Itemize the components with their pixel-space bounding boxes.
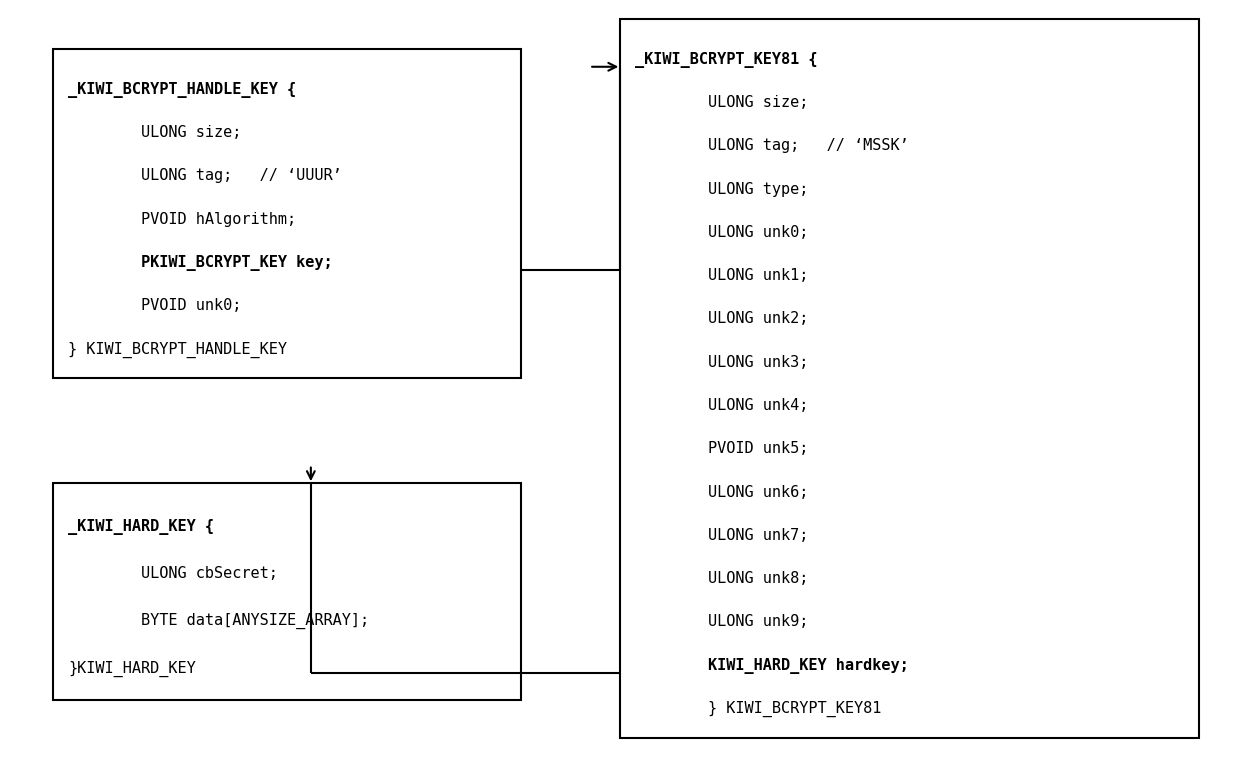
Text: } KIWI_BCRYPT_HANDLE_KEY: } KIWI_BCRYPT_HANDLE_KEY <box>68 341 288 358</box>
Text: ULONG tag;   // ‘MSSK’: ULONG tag; // ‘MSSK’ <box>635 139 909 153</box>
Text: PKIWI_BCRYPT_KEY key;: PKIWI_BCRYPT_KEY key; <box>68 255 332 271</box>
Text: ULONG cbSecret;: ULONG cbSecret; <box>68 566 278 581</box>
Text: ULONG size;: ULONG size; <box>68 125 242 140</box>
Text: ULONG unk6;: ULONG unk6; <box>635 484 808 500</box>
Text: } KIWI_BCRYPT_KEY81: } KIWI_BCRYPT_KEY81 <box>635 701 882 718</box>
Text: PVOID unk0;: PVOID unk0; <box>68 298 242 313</box>
Text: ULONG unk4;: ULONG unk4; <box>635 398 808 413</box>
Text: _KIWI_BCRYPT_HANDLE_KEY {: _KIWI_BCRYPT_HANDLE_KEY { <box>68 82 296 98</box>
Text: PVOID unk5;: PVOID unk5; <box>635 441 808 456</box>
Text: ULONG type;: ULONG type; <box>635 182 808 197</box>
Text: ULONG unk7;: ULONG unk7; <box>635 528 808 543</box>
Bar <box>53 49 522 378</box>
Text: _KIWI_HARD_KEY {: _KIWI_HARD_KEY { <box>68 519 215 534</box>
Text: KIWI_HARD_KEY hardkey;: KIWI_HARD_KEY hardkey; <box>635 658 909 674</box>
Bar <box>53 483 522 700</box>
Text: _KIWI_BCRYPT_KEY81 {: _KIWI_BCRYPT_KEY81 { <box>635 51 817 67</box>
Text: ULONG tag;   // ‘UUUR’: ULONG tag; // ‘UUUR’ <box>68 168 342 183</box>
Text: PVOID hAlgorithm;: PVOID hAlgorithm; <box>68 212 296 226</box>
Text: ULONG unk1;: ULONG unk1; <box>635 268 808 283</box>
Text: ULONG unk8;: ULONG unk8; <box>635 572 808 586</box>
Bar <box>620 19 1199 738</box>
Text: ULONG unk3;: ULONG unk3; <box>635 355 808 369</box>
Text: ULONG unk2;: ULONG unk2; <box>635 311 808 326</box>
Text: ULONG unk0;: ULONG unk0; <box>635 225 808 240</box>
Text: BYTE data[ANYSIZE_ARRAY];: BYTE data[ANYSIZE_ARRAY]; <box>68 613 370 629</box>
Text: ULONG size;: ULONG size; <box>635 95 808 110</box>
Text: ULONG unk9;: ULONG unk9; <box>635 615 808 630</box>
Text: }KIWI_HARD_KEY: }KIWI_HARD_KEY <box>68 660 196 677</box>
